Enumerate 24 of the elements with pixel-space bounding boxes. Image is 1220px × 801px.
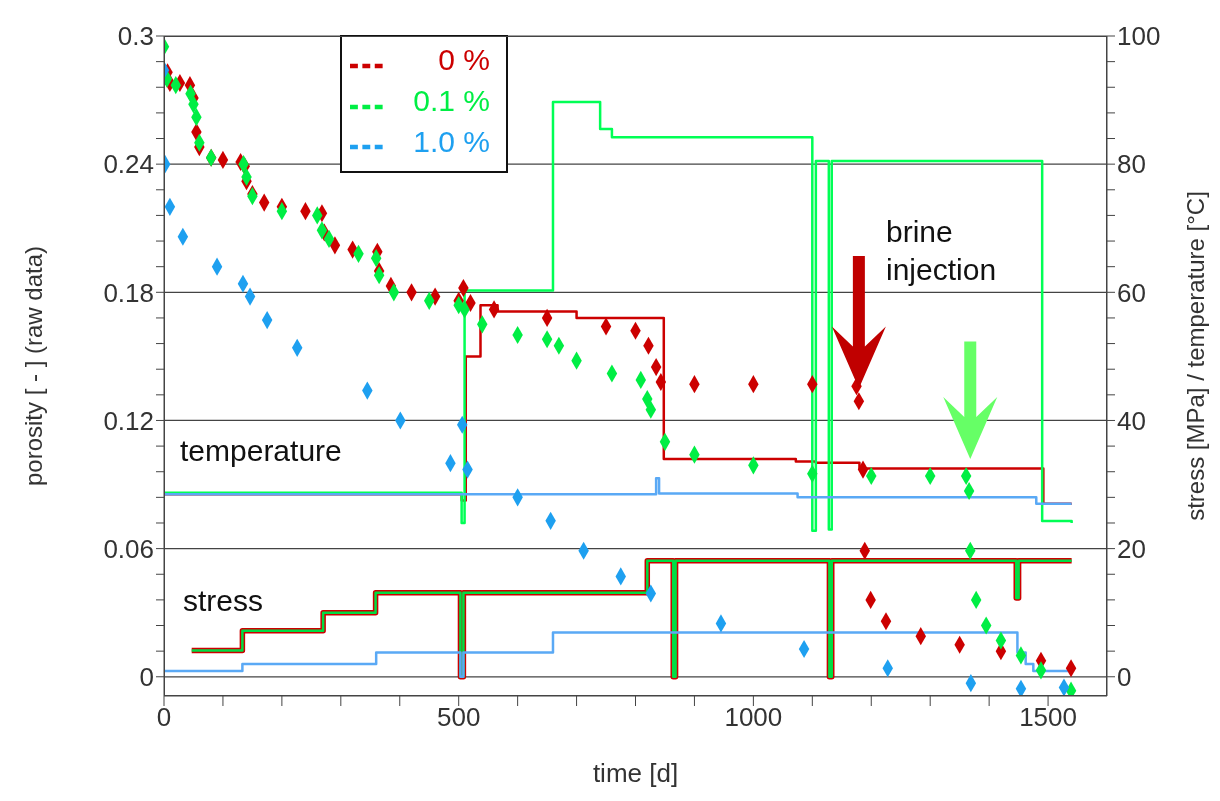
y2-tick-label: 100: [1117, 21, 1161, 52]
y-tick-label: 0.12: [103, 405, 154, 436]
y2-tick-label: 60: [1117, 277, 1146, 308]
legend-label: 1.0 %: [412, 124, 490, 159]
x-axis-title: time [d]: [592, 758, 679, 788]
y2-axis-title: stress [MPa] / temperature [°C]: [1182, 191, 1209, 521]
y2-tick-label: 20: [1117, 533, 1146, 564]
y-tick-label: 0.24: [103, 149, 154, 180]
annotation: brine injection: [886, 214, 998, 288]
y-axis-title: porosity [ - ] (raw data): [20, 245, 47, 487]
annotation: stress: [183, 583, 264, 619]
annotation: temperature: [180, 433, 343, 469]
y-tick-label: 0.06: [103, 533, 154, 564]
y2-tick-label: 80: [1117, 149, 1146, 180]
x-tick-label: 1000: [724, 702, 783, 733]
x-tick-label: 1500: [1019, 702, 1077, 733]
y-tick-label: 0: [139, 662, 154, 693]
y2-tick-label: 40: [1117, 405, 1146, 436]
x-tick-label: 500: [436, 702, 481, 733]
y-tick-label: 0.18: [103, 277, 154, 308]
y-tick-label: 0.3: [117, 21, 154, 52]
y2-tick-label: 0: [1117, 662, 1132, 693]
legend-label: 0 %: [437, 43, 490, 77]
legend-label: 0.1 %: [412, 83, 490, 118]
